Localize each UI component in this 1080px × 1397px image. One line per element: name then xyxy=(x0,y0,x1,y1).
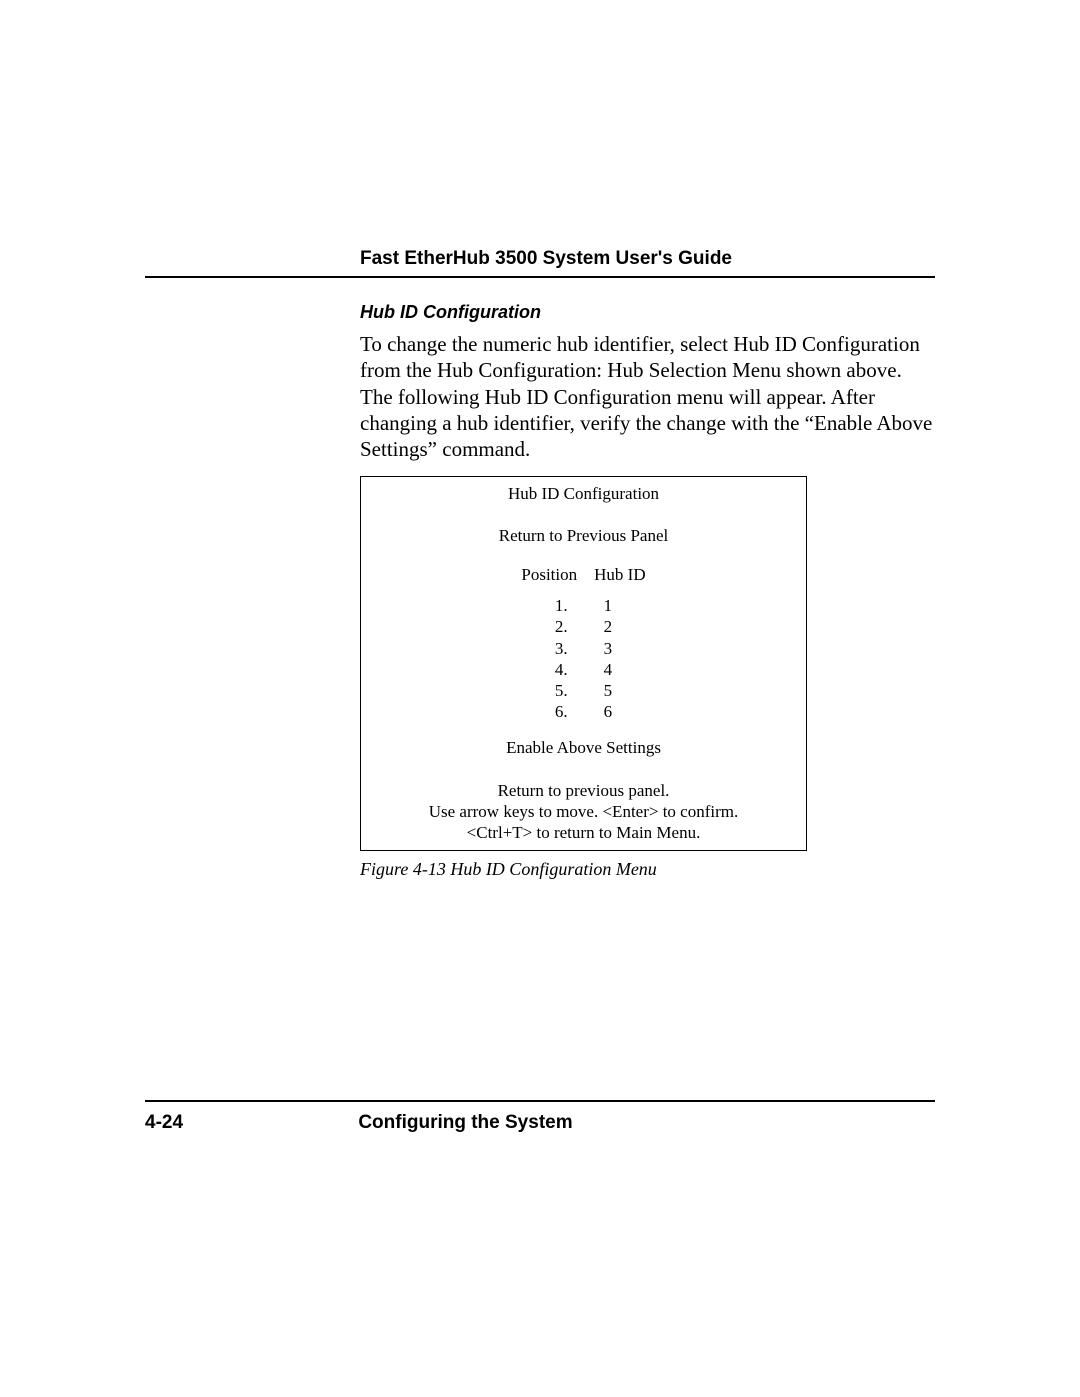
hint-line-2: Use arrow keys to move. <Enter> to confi… xyxy=(361,801,806,822)
section-heading: Hub ID Configuration xyxy=(360,302,935,323)
cell-position: 5. xyxy=(537,680,586,701)
col-hubid: Hub ID xyxy=(594,565,645,584)
cell-hubid: 5 xyxy=(586,680,631,701)
return-previous-panel: Return to Previous Panel xyxy=(361,525,806,546)
table-row: 6.6 xyxy=(537,701,630,722)
menu-panel: Hub ID Configuration Return to Previous … xyxy=(360,476,807,850)
figure-caption: Figure 4-13 Hub ID Configuration Menu xyxy=(360,859,935,880)
page-number: 4-24 xyxy=(145,1112,183,1134)
cell-hubid: 3 xyxy=(586,638,631,659)
header-title: Fast EtherHub 3500 System User's Guide xyxy=(360,248,935,270)
cell-hubid: 6 xyxy=(586,701,631,722)
cell-position: 6. xyxy=(537,701,586,722)
footer-title: Configuring the System xyxy=(358,1112,572,1134)
col-position: Position xyxy=(521,565,577,584)
enable-above-settings: Enable Above Settings xyxy=(361,737,806,758)
hint-line-1: Return to previous panel. xyxy=(361,780,806,801)
cell-hubid: 2 xyxy=(586,616,631,637)
cell-hubid: 4 xyxy=(586,659,631,680)
body-paragraph: To change the numeric hub identifier, se… xyxy=(360,331,935,462)
column-headers: Position Hub ID xyxy=(361,564,806,585)
hint-line-3: <Ctrl+T> to return to Main Menu. xyxy=(361,822,806,843)
table-row: 4.4 xyxy=(537,659,630,680)
table-row: 2.2 xyxy=(537,616,630,637)
table-row: 5.5 xyxy=(537,680,630,701)
cell-hubid: 1 xyxy=(586,595,631,616)
cell-position: 3. xyxy=(537,638,586,659)
cell-position: 1. xyxy=(537,595,586,616)
table-row: 3.3 xyxy=(537,638,630,659)
footer-rule xyxy=(145,1100,935,1102)
panel-title: Hub ID Configuration xyxy=(361,483,806,504)
table-row: 1.1 xyxy=(537,595,630,616)
header-rule xyxy=(145,276,935,278)
cell-position: 2. xyxy=(537,616,586,637)
cell-position: 4. xyxy=(537,659,586,680)
hubid-table: 1.1 2.2 3.3 4.4 5.5 6.6 xyxy=(537,595,630,723)
